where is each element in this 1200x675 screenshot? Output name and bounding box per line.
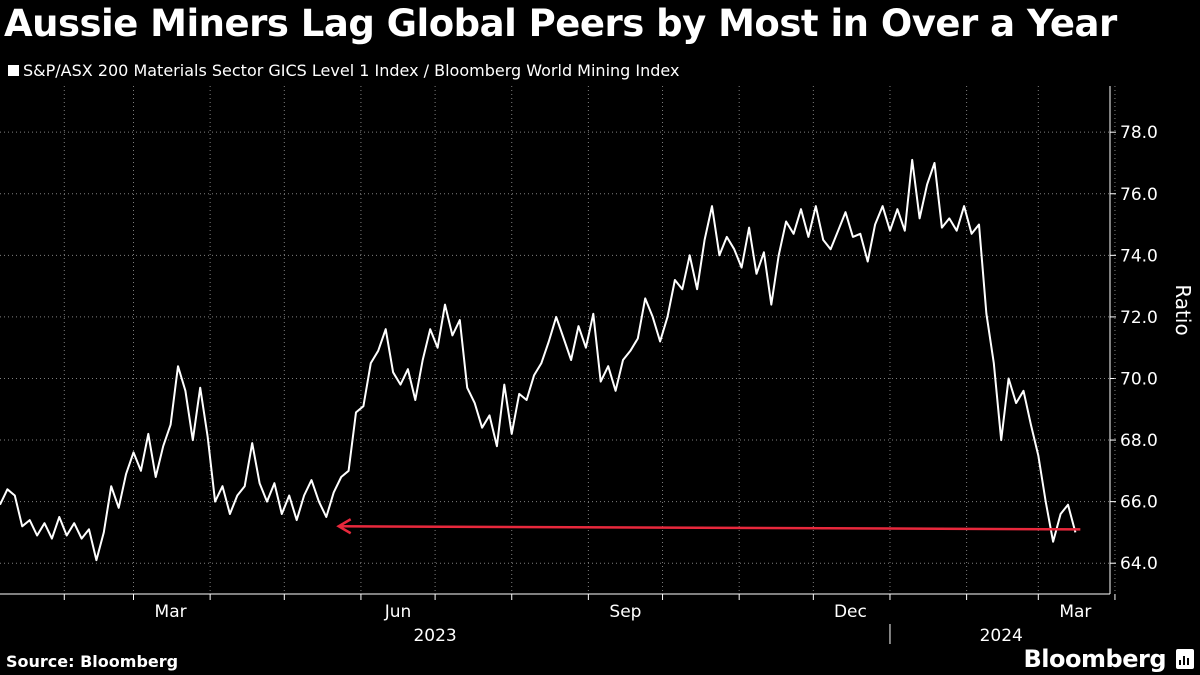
y-tick-label: 76.0 bbox=[1120, 185, 1158, 205]
y-tick-label: 78.0 bbox=[1120, 123, 1158, 143]
bar-chart-icon bbox=[1176, 649, 1194, 669]
legend-swatch bbox=[8, 65, 19, 76]
x-tick-label: Jun bbox=[384, 602, 412, 622]
y-axis-title: Ratio bbox=[1171, 284, 1195, 335]
y-tick-label: 70.0 bbox=[1120, 369, 1158, 389]
y-tick-label: 74.0 bbox=[1120, 246, 1158, 266]
legend: S&P/ASX 200 Materials Sector GICS Level … bbox=[8, 61, 679, 80]
x-tick-label: Mar bbox=[155, 602, 187, 622]
y-tick-label: 68.0 bbox=[1120, 431, 1158, 451]
x-tick-label: Mar bbox=[1059, 602, 1091, 622]
y-tick-label: 64.0 bbox=[1120, 554, 1158, 574]
annotation-arrowhead bbox=[336, 518, 352, 535]
source-note: Source: Bloomberg bbox=[6, 652, 179, 671]
chart-title: Aussie Miners Lag Global Peers by Most i… bbox=[4, 2, 1117, 45]
bloomberg-logo: Bloomberg bbox=[1023, 645, 1167, 673]
series-line bbox=[0, 158, 1077, 562]
x-tick-label: Dec bbox=[834, 602, 867, 622]
year-label: 2024 bbox=[980, 626, 1023, 646]
legend-label: S&P/ASX 200 Materials Sector GICS Level … bbox=[23, 61, 680, 80]
y-tick-label: 72.0 bbox=[1120, 308, 1158, 328]
y-tick-label: 66.0 bbox=[1120, 493, 1158, 513]
x-tick-label: Sep bbox=[609, 602, 641, 622]
year-label: 2023 bbox=[413, 626, 456, 646]
annotation-arrow bbox=[338, 525, 1081, 531]
